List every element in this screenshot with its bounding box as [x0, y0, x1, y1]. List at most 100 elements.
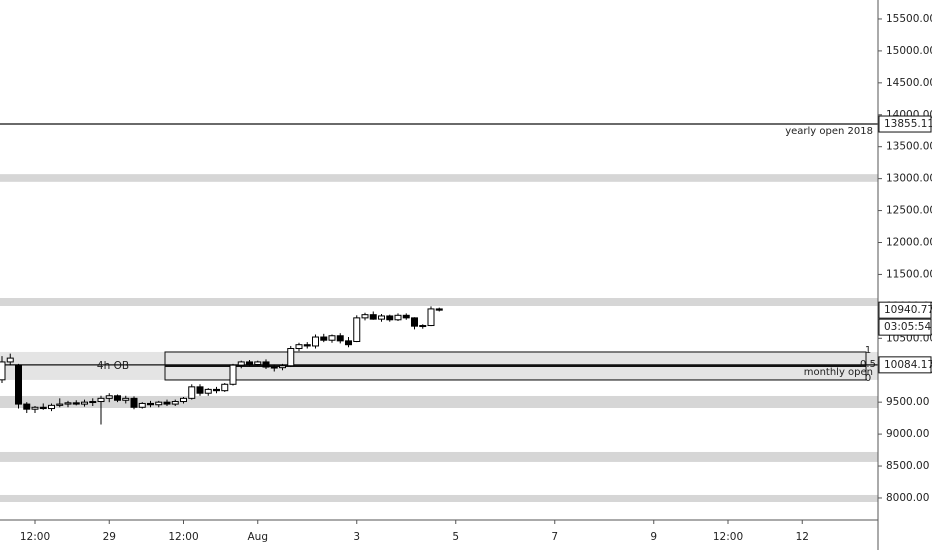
x-tick-label: 12:00	[20, 531, 50, 543]
candle-body	[147, 402, 154, 406]
candle-body	[64, 402, 72, 405]
candle-body	[114, 395, 121, 401]
candle-body	[138, 402, 146, 408]
level-price-label-box	[878, 115, 932, 133]
candle-body	[23, 403, 31, 410]
y-tick-label: 8500.00	[886, 460, 929, 472]
candle-body	[303, 344, 311, 347]
candle-body	[353, 317, 361, 342]
fib-label: 1	[865, 345, 871, 356]
candle-body	[155, 401, 163, 406]
x-tick-label: 7	[551, 531, 558, 543]
y-tick-label: 9000.00	[886, 428, 929, 440]
candle-body	[345, 340, 352, 346]
candle-body	[328, 335, 336, 341]
candle-body	[435, 308, 443, 311]
y-tick-label: 9500.00	[886, 396, 929, 408]
level-price-label: 13855.11	[884, 118, 932, 130]
zones	[0, 174, 878, 502]
y-tick-label: 15000.00	[886, 45, 932, 57]
x-tick-label: 29	[103, 531, 116, 543]
candle-body	[394, 314, 402, 321]
candle-body	[295, 344, 303, 350]
candle-body	[419, 325, 427, 328]
level-price-label-box	[878, 356, 932, 374]
candle-body	[6, 357, 14, 363]
y-tick-label: 8000.00	[886, 492, 929, 504]
candle-body	[171, 401, 179, 405]
level-label: yearly open 2018	[785, 126, 873, 137]
candle-body	[39, 406, 47, 410]
candle-body	[105, 395, 113, 399]
candle-body	[279, 365, 286, 369]
candle-body	[204, 388, 212, 394]
x-tick-label: 3	[353, 531, 360, 543]
countdown-label: 03:05:54	[884, 321, 931, 333]
candle-body	[361, 314, 369, 319]
candle-body	[246, 361, 253, 365]
y-tick-label: 13500.00	[886, 141, 932, 153]
order-block-label: 4h OB	[97, 360, 129, 372]
candle-body	[312, 336, 319, 347]
candle-body	[196, 386, 204, 394]
level-price-label: 10084.17	[884, 359, 932, 371]
candle-body	[188, 386, 196, 399]
candle-body	[213, 388, 220, 392]
candle-body	[0, 361, 6, 381]
y-tick-label: 14500.00	[886, 77, 932, 89]
candle-body	[81, 401, 88, 405]
zone	[0, 451, 878, 462]
last-price-label: 10940.77	[884, 304, 932, 316]
candle-body	[237, 361, 245, 366]
price-axis: 8000.008500.009000.009500.0010000.001050…	[878, 13, 932, 504]
candle-body	[48, 404, 55, 410]
candle-body	[262, 361, 270, 368]
candle-body	[122, 397, 130, 401]
candle-body	[163, 401, 171, 405]
x-tick-label: 5	[452, 531, 459, 543]
candle-body	[97, 397, 105, 403]
level-label: monthly open	[804, 367, 873, 378]
candle-body	[89, 401, 97, 404]
candle-body	[254, 361, 262, 365]
y-tick-label: 11500.00	[886, 268, 932, 280]
candle-body	[378, 315, 385, 320]
fib-label: 0	[865, 373, 871, 384]
candle-body	[72, 402, 80, 405]
zone	[0, 174, 878, 182]
candle-body	[402, 314, 410, 319]
candle-body	[56, 403, 64, 406]
y-tick-label: 15500.00	[886, 13, 932, 25]
candles	[0, 306, 443, 425]
candle-body	[31, 406, 39, 410]
zone	[0, 494, 878, 502]
last-price-label-box	[878, 301, 932, 319]
candle-body	[180, 397, 187, 403]
candle-body	[386, 315, 394, 321]
y-tick-label: 13000.00	[886, 173, 932, 185]
candle-body	[15, 364, 22, 405]
zone	[0, 395, 878, 408]
zone	[0, 298, 878, 306]
candle-body	[411, 317, 418, 327]
x-tick-label: 12:00	[713, 531, 743, 543]
candle-body	[229, 364, 237, 385]
candle-body	[287, 348, 295, 367]
candle-body	[221, 383, 229, 392]
candle-body	[369, 314, 377, 320]
candle-body	[270, 366, 278, 369]
x-tick-label: 9	[650, 531, 657, 543]
countdown-label-box	[878, 318, 932, 336]
candle-body	[320, 336, 328, 341]
candle-body	[130, 397, 138, 408]
candle-body	[427, 308, 435, 327]
x-tick-label: Aug	[247, 531, 268, 543]
candle-body	[336, 335, 344, 342]
y-tick-label: 12000.00	[886, 237, 932, 249]
x-tick-label: 12	[796, 531, 809, 543]
x-tick-label: 12:00	[168, 531, 198, 543]
y-tick-label: 12500.00	[886, 205, 932, 217]
